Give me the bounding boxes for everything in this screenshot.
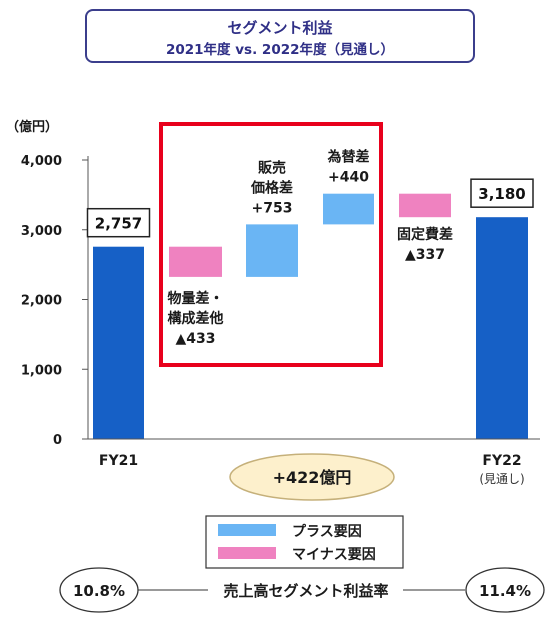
factor-label-price: 価格差 [250, 179, 293, 196]
factor-label-material: 物量差・ [168, 290, 224, 307]
summary-label: +422億円 [273, 468, 352, 487]
legend-swatch-plus [218, 524, 276, 536]
y-tick-label: 3,000 [21, 224, 62, 239]
factor-label-fx: +440 [328, 170, 369, 186]
legend-label-plus: プラス要因 [292, 524, 362, 540]
factor-label-price: 販売 [258, 159, 286, 176]
x-label-fy22: FY22 [482, 453, 521, 469]
bar-material [169, 246, 222, 277]
x-label-fy21: FY21 [99, 453, 138, 469]
chart-title: セグメント利益 [227, 19, 333, 37]
margin-ellipse-fy22 [465, 567, 545, 613]
factor-label-fixed: 固定費差 [397, 226, 453, 243]
margin-label: 売上高セグメント利益率 [223, 582, 388, 600]
y-tick-label: 4,000 [21, 154, 62, 169]
summary-ellipse [229, 453, 395, 501]
y-tick-label: 0 [53, 433, 62, 448]
y-tick-label: 2,000 [21, 294, 62, 309]
chart-title-box: セグメント利益 2021年度 vs. 2022年度（見通し） [85, 9, 475, 63]
y-tick-label: 1,000 [21, 363, 62, 378]
factor-label-fx: 為替差 [327, 149, 370, 166]
margin-value-fy21: 10.8% [73, 582, 125, 600]
y-unit-label: （億円） [6, 119, 58, 135]
margin-value-fy22: 11.4% [479, 582, 531, 600]
legend-label-minus: マイナス要因 [292, 547, 376, 563]
bar-fy22 [476, 217, 528, 439]
variance-highlight-box [159, 122, 383, 367]
x-sublabel-fy22: (見通し) [479, 472, 524, 486]
margin-ellipse-fy21 [59, 567, 139, 613]
chart-subtitle: 2021年度 vs. 2022年度（見通し） [165, 42, 394, 58]
legend-swatch-minus [218, 547, 276, 559]
factor-label-price: +753 [252, 200, 293, 216]
factor-label-material: 構成差他 [168, 310, 224, 327]
value-label-fy22: 3,180 [478, 185, 525, 203]
bar-price [246, 224, 298, 277]
bar-fixed [399, 193, 451, 218]
factor-label-material: ▲433 [176, 331, 216, 347]
value-label-box-fy21 [86, 207, 151, 238]
value-label-box-fy22 [470, 178, 534, 208]
bar-fx [323, 193, 374, 225]
factor-label-fixed: ▲337 [405, 247, 445, 263]
value-label-fy21: 2,757 [95, 215, 142, 233]
bar-fy21 [93, 246, 144, 439]
